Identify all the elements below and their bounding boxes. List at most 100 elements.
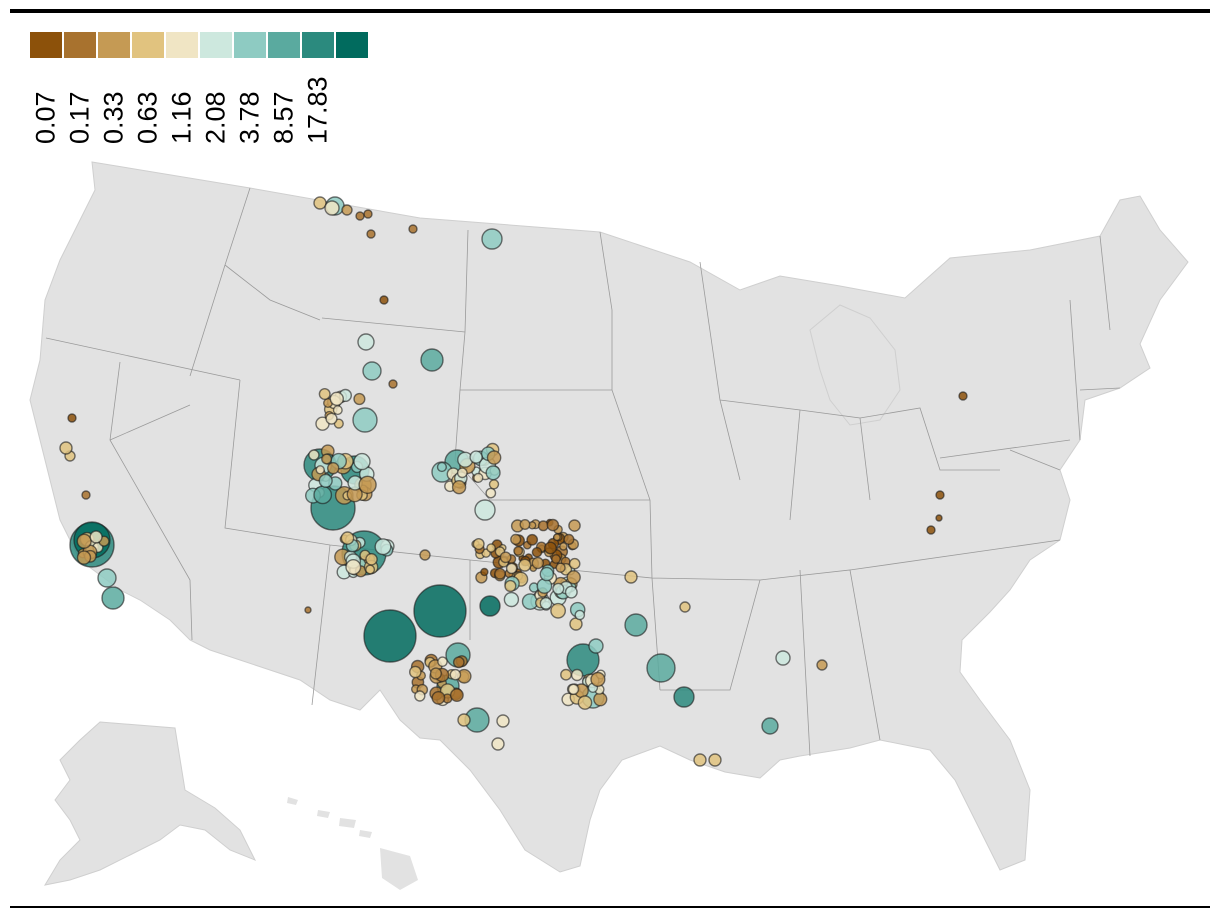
site-marker bbox=[673, 686, 695, 708]
site-marker bbox=[544, 541, 558, 555]
legend-swatch-3 bbox=[132, 32, 164, 58]
legend-swatches bbox=[30, 32, 368, 58]
legend-swatch-9 bbox=[336, 32, 368, 58]
site-marker bbox=[436, 461, 448, 473]
site-marker bbox=[429, 667, 443, 680]
site-marker bbox=[325, 412, 338, 425]
site-marker bbox=[365, 553, 378, 566]
site-marker bbox=[366, 229, 376, 239]
site-marker bbox=[59, 441, 73, 455]
site-marker bbox=[480, 567, 489, 577]
site-marker bbox=[503, 591, 520, 608]
site-marker bbox=[536, 578, 553, 594]
site-marker bbox=[550, 602, 566, 619]
site-marker bbox=[513, 545, 524, 556]
site-marker bbox=[488, 479, 500, 490]
site-marker bbox=[313, 196, 327, 210]
site-marker bbox=[431, 691, 446, 705]
site-marker bbox=[449, 668, 462, 681]
site-marker bbox=[318, 473, 333, 488]
site-marker bbox=[97, 568, 117, 588]
site-marker bbox=[479, 595, 501, 617]
site-marker bbox=[308, 449, 320, 461]
site-marker bbox=[679, 601, 691, 613]
site-marker bbox=[568, 519, 581, 532]
hawaii-islands bbox=[287, 797, 418, 890]
site-marker bbox=[531, 547, 543, 558]
site-marker bbox=[491, 737, 505, 751]
site-marker bbox=[472, 538, 485, 551]
site-marker bbox=[693, 753, 707, 767]
site-marker bbox=[775, 650, 791, 666]
legend-swatch-1 bbox=[64, 32, 96, 58]
site-marker bbox=[414, 690, 426, 702]
site-marker bbox=[388, 379, 398, 389]
site-marker bbox=[355, 211, 365, 221]
site-marker bbox=[574, 609, 586, 621]
site-marker bbox=[567, 683, 580, 695]
site-marker bbox=[552, 582, 565, 595]
site-marker bbox=[321, 453, 333, 465]
site-marker bbox=[469, 450, 483, 464]
site-marker bbox=[566, 570, 581, 585]
site-marker bbox=[935, 490, 945, 500]
legend-swatch-7 bbox=[268, 32, 300, 58]
site-marker bbox=[456, 467, 468, 479]
site-marker bbox=[420, 348, 444, 372]
site-marker bbox=[332, 405, 343, 416]
legend-swatch-2 bbox=[98, 32, 130, 58]
site-marker bbox=[357, 333, 375, 351]
site-marker bbox=[449, 688, 464, 702]
site-marker bbox=[363, 209, 373, 219]
site-marker bbox=[563, 533, 575, 546]
site-marker bbox=[560, 668, 572, 681]
site-marker bbox=[593, 692, 608, 707]
site-marker bbox=[363, 609, 417, 663]
site-marker bbox=[761, 717, 779, 735]
site-marker bbox=[341, 204, 353, 216]
site-marker bbox=[329, 391, 344, 406]
site-marker bbox=[485, 465, 501, 481]
site-marker bbox=[708, 753, 722, 767]
site-marker bbox=[486, 543, 496, 553]
site-marker bbox=[485, 487, 497, 499]
top-rule bbox=[10, 9, 1210, 13]
site-marker bbox=[324, 200, 340, 216]
site-marker bbox=[437, 656, 448, 668]
site-marker bbox=[81, 490, 91, 500]
site-marker bbox=[926, 525, 936, 535]
site-marker bbox=[457, 713, 471, 727]
bottom-rule bbox=[10, 906, 1210, 908]
site-marker bbox=[504, 579, 517, 593]
site-marker bbox=[374, 538, 392, 556]
site-marker bbox=[408, 665, 422, 679]
site-marker bbox=[624, 570, 638, 584]
site-marker bbox=[568, 557, 581, 570]
site-marker bbox=[340, 531, 355, 545]
site-marker bbox=[816, 659, 828, 671]
site-marker bbox=[318, 388, 331, 401]
alaska-landmass bbox=[43, 721, 257, 886]
site-marker bbox=[496, 714, 510, 728]
site-marker bbox=[531, 556, 544, 570]
site-marker bbox=[452, 656, 465, 669]
site-marker bbox=[67, 413, 77, 423]
site-marker bbox=[539, 566, 554, 582]
site-markers bbox=[59, 196, 968, 767]
site-marker bbox=[551, 554, 561, 564]
site-marker bbox=[408, 224, 418, 234]
legend-swatch-4 bbox=[166, 32, 198, 58]
site-marker bbox=[494, 567, 506, 580]
site-marker bbox=[473, 472, 484, 484]
site-marker bbox=[365, 564, 376, 575]
site-marker bbox=[76, 533, 92, 549]
site-marker bbox=[510, 533, 522, 546]
site-marker bbox=[362, 361, 382, 381]
site-marker bbox=[499, 551, 512, 564]
site-marker bbox=[555, 562, 566, 573]
site-marker bbox=[315, 465, 325, 475]
site-marker bbox=[519, 519, 531, 531]
site-marker bbox=[577, 695, 593, 710]
site-marker bbox=[624, 613, 648, 637]
